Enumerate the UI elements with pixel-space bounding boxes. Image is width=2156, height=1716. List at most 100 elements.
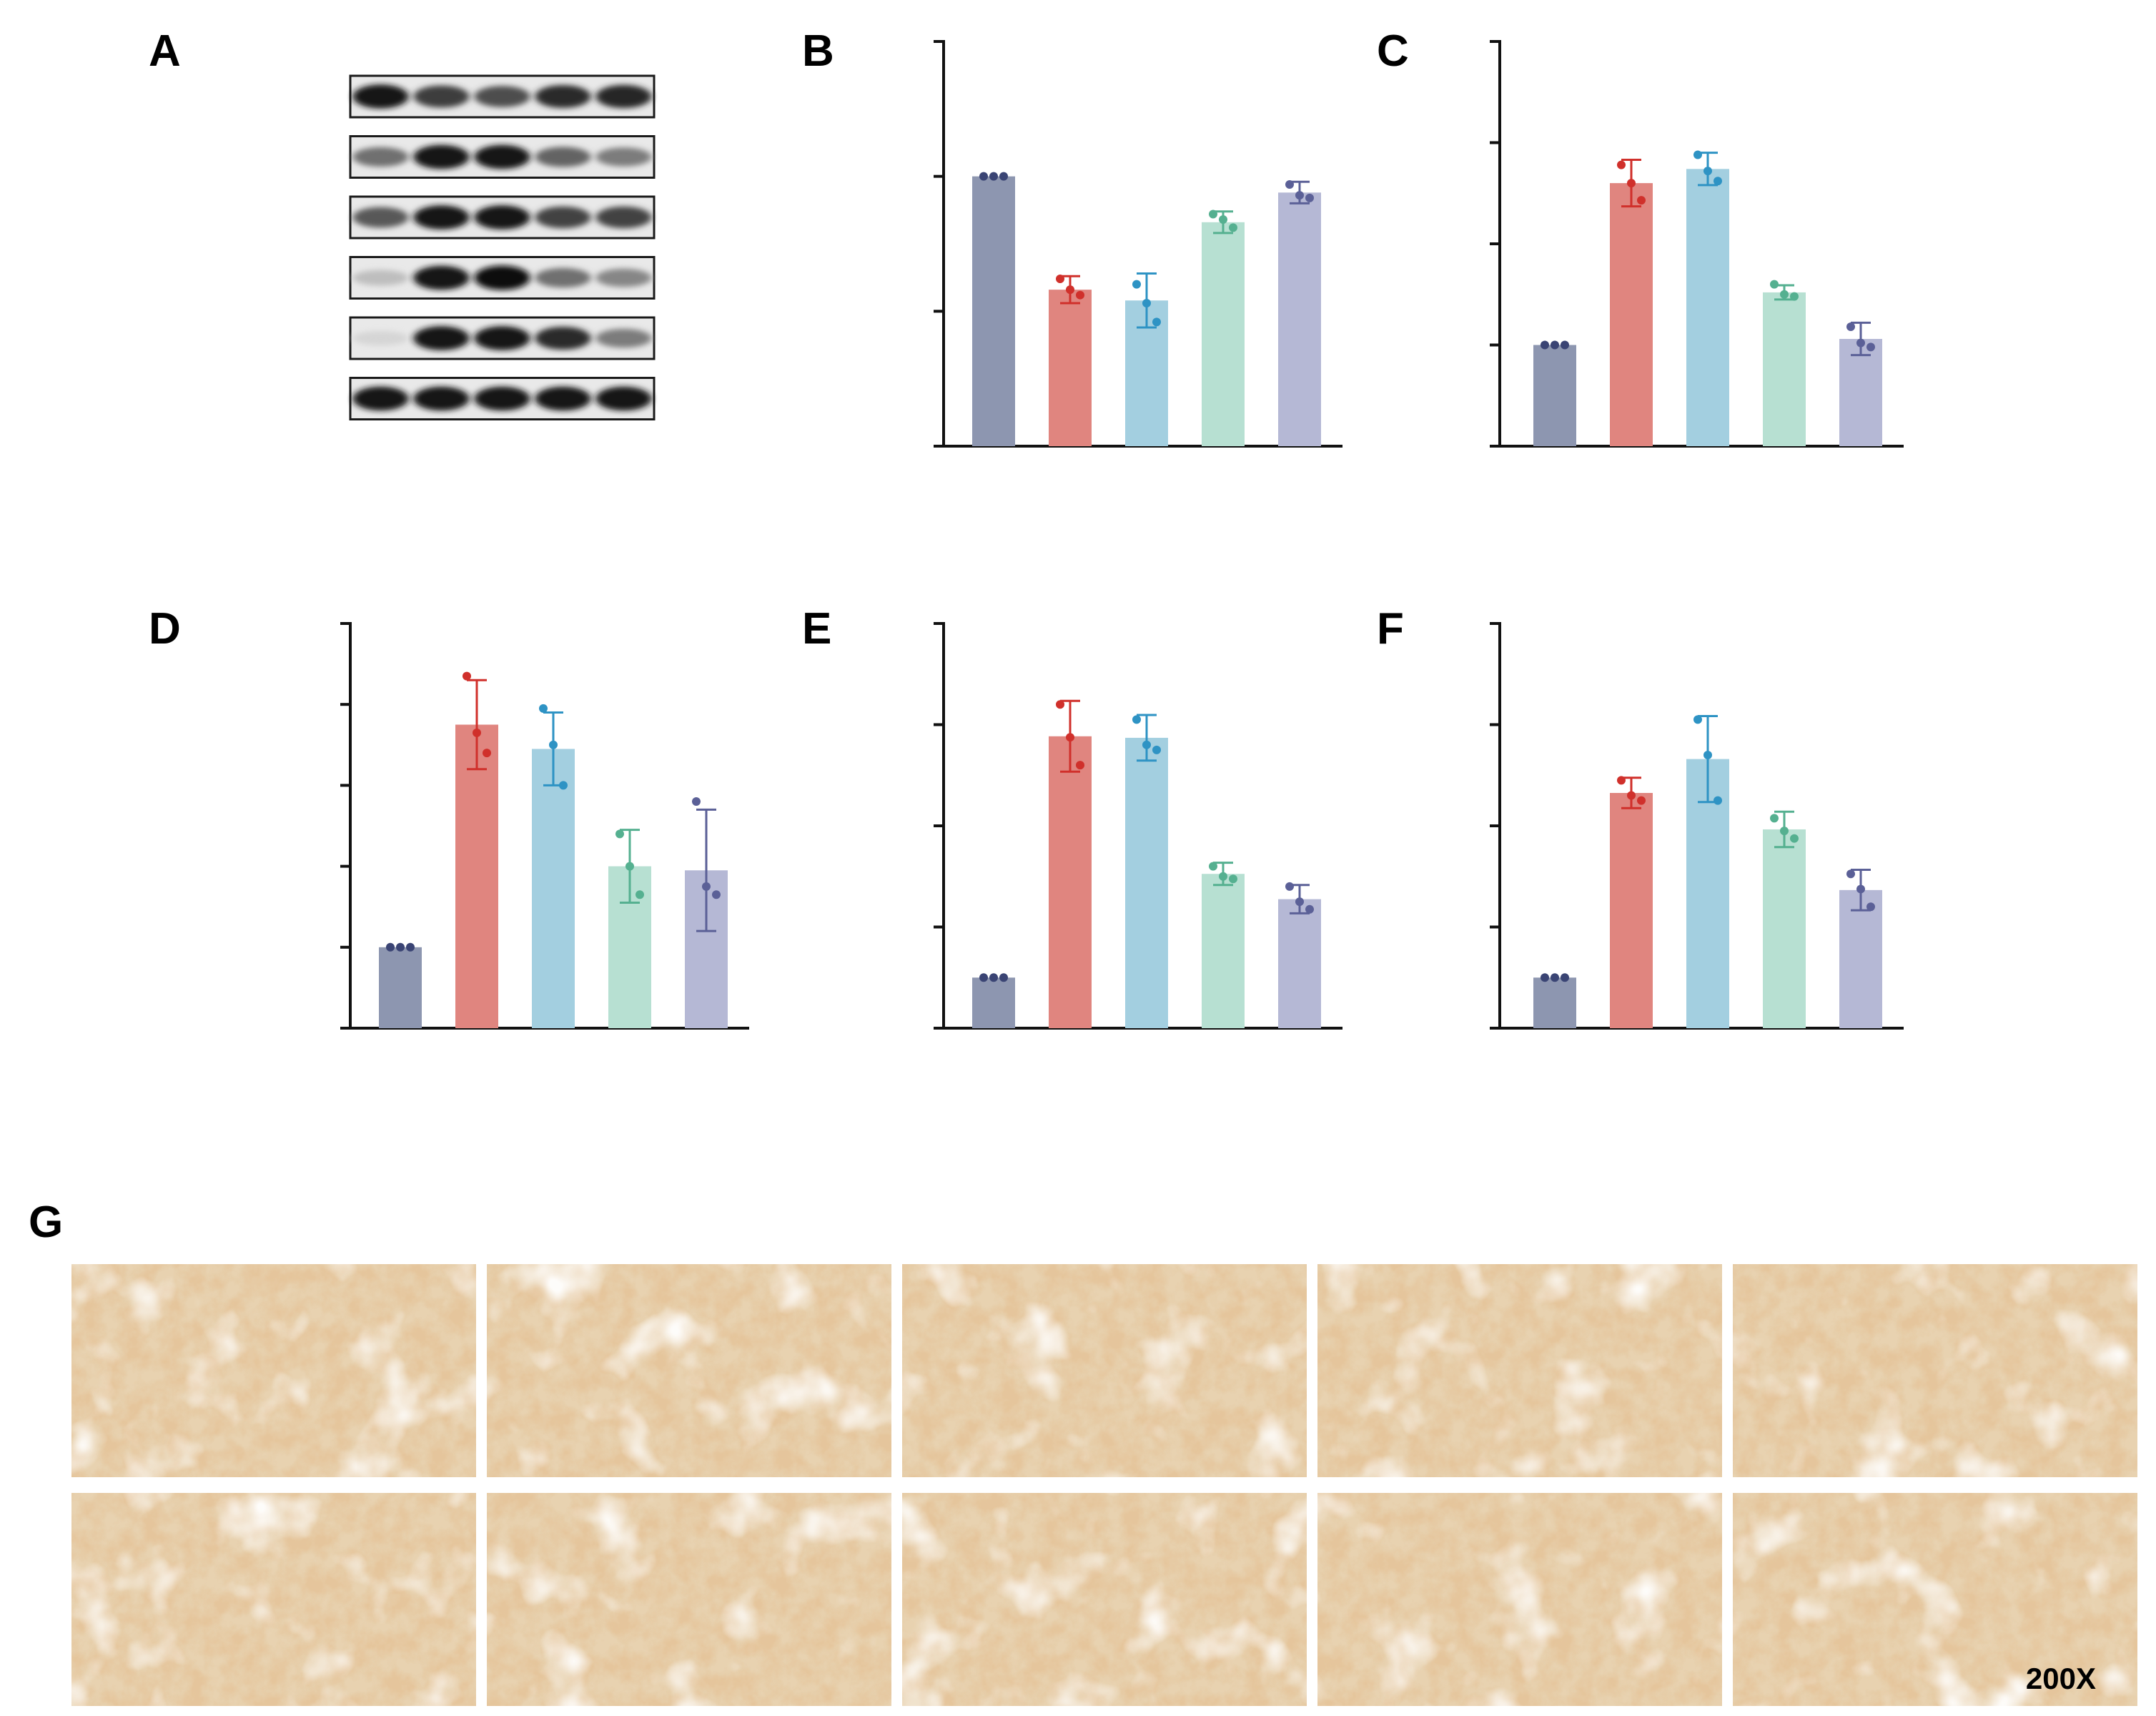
data-point-control <box>1551 340 1559 350</box>
ihc-image-gpx4-dmed-low <box>1317 1264 1722 1477</box>
bar-dmed-low <box>1763 829 1806 1028</box>
data-point-dmed-high <box>712 890 721 899</box>
blot-band <box>352 147 409 167</box>
ihc-lumen-texture <box>71 1493 476 1706</box>
data-point-dmed-low <box>636 890 644 899</box>
blot-band <box>474 144 530 169</box>
data-point-control <box>396 942 405 952</box>
blot-band <box>474 386 530 411</box>
data-point-control <box>999 172 1008 181</box>
ihc-lumen-texture <box>1317 1493 1722 1706</box>
data-point-dmed-nc <box>1132 715 1141 724</box>
bar-dmed-low <box>1202 874 1245 1028</box>
bar-dmed-high <box>1839 339 1882 446</box>
blot-band <box>535 206 591 229</box>
blot-band <box>474 326 530 350</box>
data-point-dmed-low <box>1209 209 1217 219</box>
blot-band <box>535 147 591 167</box>
chart-alox12 <box>934 622 1342 1030</box>
data-point-dmed-low <box>1219 872 1227 881</box>
blot-band <box>352 386 409 411</box>
blot-band <box>595 206 652 229</box>
panel-letter-c: C <box>1377 26 1409 76</box>
data-point-control <box>989 172 998 181</box>
ihc-lumen-texture <box>1733 1493 2137 1706</box>
data-point-dmed-low <box>1770 280 1779 289</box>
data-point-dmed <box>1056 275 1064 284</box>
bar-dmed-nc <box>1686 759 1729 1028</box>
data-point-dmed-high <box>1866 902 1875 912</box>
data-point-control <box>1561 340 1569 350</box>
data-point-dmed <box>1617 776 1626 785</box>
ihc-image-acsl4-control <box>71 1493 476 1706</box>
data-point-dmed-high <box>1285 882 1294 891</box>
data-point-dmed-high <box>1295 897 1304 907</box>
bar-dmed-high <box>1839 889 1882 1028</box>
data-point-dmed-nc <box>1703 167 1712 176</box>
data-point-dmed-nc <box>539 704 548 713</box>
panel-letter-a: A <box>149 26 181 76</box>
data-point-control <box>1541 973 1549 982</box>
data-point-dmed-low <box>1790 834 1799 843</box>
blot-band <box>413 205 470 230</box>
blot-band <box>595 147 652 167</box>
data-point-dmed-high <box>1285 179 1294 189</box>
ihc-image-gpx4-dmed-high <box>1733 1264 2137 1477</box>
blot-band <box>535 326 591 350</box>
ihc-lumen-texture <box>487 1264 891 1477</box>
bar-control <box>972 977 1015 1028</box>
data-point-dmed-high <box>1305 904 1314 914</box>
data-point-dmed <box>1637 796 1646 805</box>
blot-band <box>413 85 470 108</box>
chart-acsl4 <box>1490 40 1904 448</box>
data-point-dmed <box>1076 290 1084 300</box>
data-point-dmed <box>463 671 471 681</box>
chart-gpx4 <box>934 40 1342 448</box>
data-point-dmed <box>483 749 491 758</box>
blot-band <box>595 268 652 287</box>
ihc-grid <box>71 1264 2137 1706</box>
data-point-control <box>1541 340 1549 350</box>
data-point-dmed-low <box>1780 290 1789 299</box>
bar-dmed <box>1049 736 1092 1028</box>
data-point-control <box>989 973 998 982</box>
blot-band <box>413 326 470 350</box>
bar-dmed-nc <box>1686 169 1729 447</box>
data-point-dmed-high <box>1846 869 1855 879</box>
data-point-dmed-high <box>1846 322 1855 332</box>
panel-letter-e: E <box>802 604 831 654</box>
ihc-lumen-texture <box>902 1493 1307 1706</box>
bar-control <box>1533 977 1576 1028</box>
ihc-lumen-texture <box>1733 1264 2137 1477</box>
data-point-dmed <box>473 728 481 737</box>
ihc-image-gpx4-control <box>71 1264 476 1477</box>
panel-letter-g: G <box>29 1198 63 1247</box>
bar-dmed <box>1049 290 1092 446</box>
ihc-image-gpx4-dmed-nc <box>902 1264 1307 1477</box>
ihc-image-acsl4-dmed-nc <box>902 1493 1307 1706</box>
blot-band <box>535 84 591 109</box>
data-point-dmed-nc <box>559 781 568 790</box>
data-point-dmed <box>1056 700 1064 709</box>
blot-band <box>474 86 530 107</box>
data-point-dmed-nc <box>1152 317 1161 327</box>
ihc-lumen-texture <box>71 1264 476 1477</box>
bar-control <box>972 176 1015 446</box>
blot-band <box>474 265 530 290</box>
ihc-image-acsl4-dmed-low <box>1317 1493 1722 1706</box>
bar-dmed-high <box>1278 899 1321 1028</box>
data-point-dmed <box>1627 791 1636 800</box>
blot-band <box>413 144 470 169</box>
panel-letter-b: B <box>802 26 834 76</box>
data-point-dmed-low <box>1209 862 1217 871</box>
ihc-lumen-texture <box>487 1493 891 1706</box>
chart-lpcat3 <box>340 622 749 1030</box>
data-point-dmed <box>1627 179 1636 188</box>
data-point-dmed-nc <box>1703 750 1712 759</box>
data-point-dmed <box>1617 160 1626 169</box>
bar-dmed <box>1610 183 1653 446</box>
data-point-control <box>979 973 988 982</box>
data-point-dmed-low <box>1770 814 1779 823</box>
ihc-image-acsl4-dmed <box>487 1493 891 1706</box>
